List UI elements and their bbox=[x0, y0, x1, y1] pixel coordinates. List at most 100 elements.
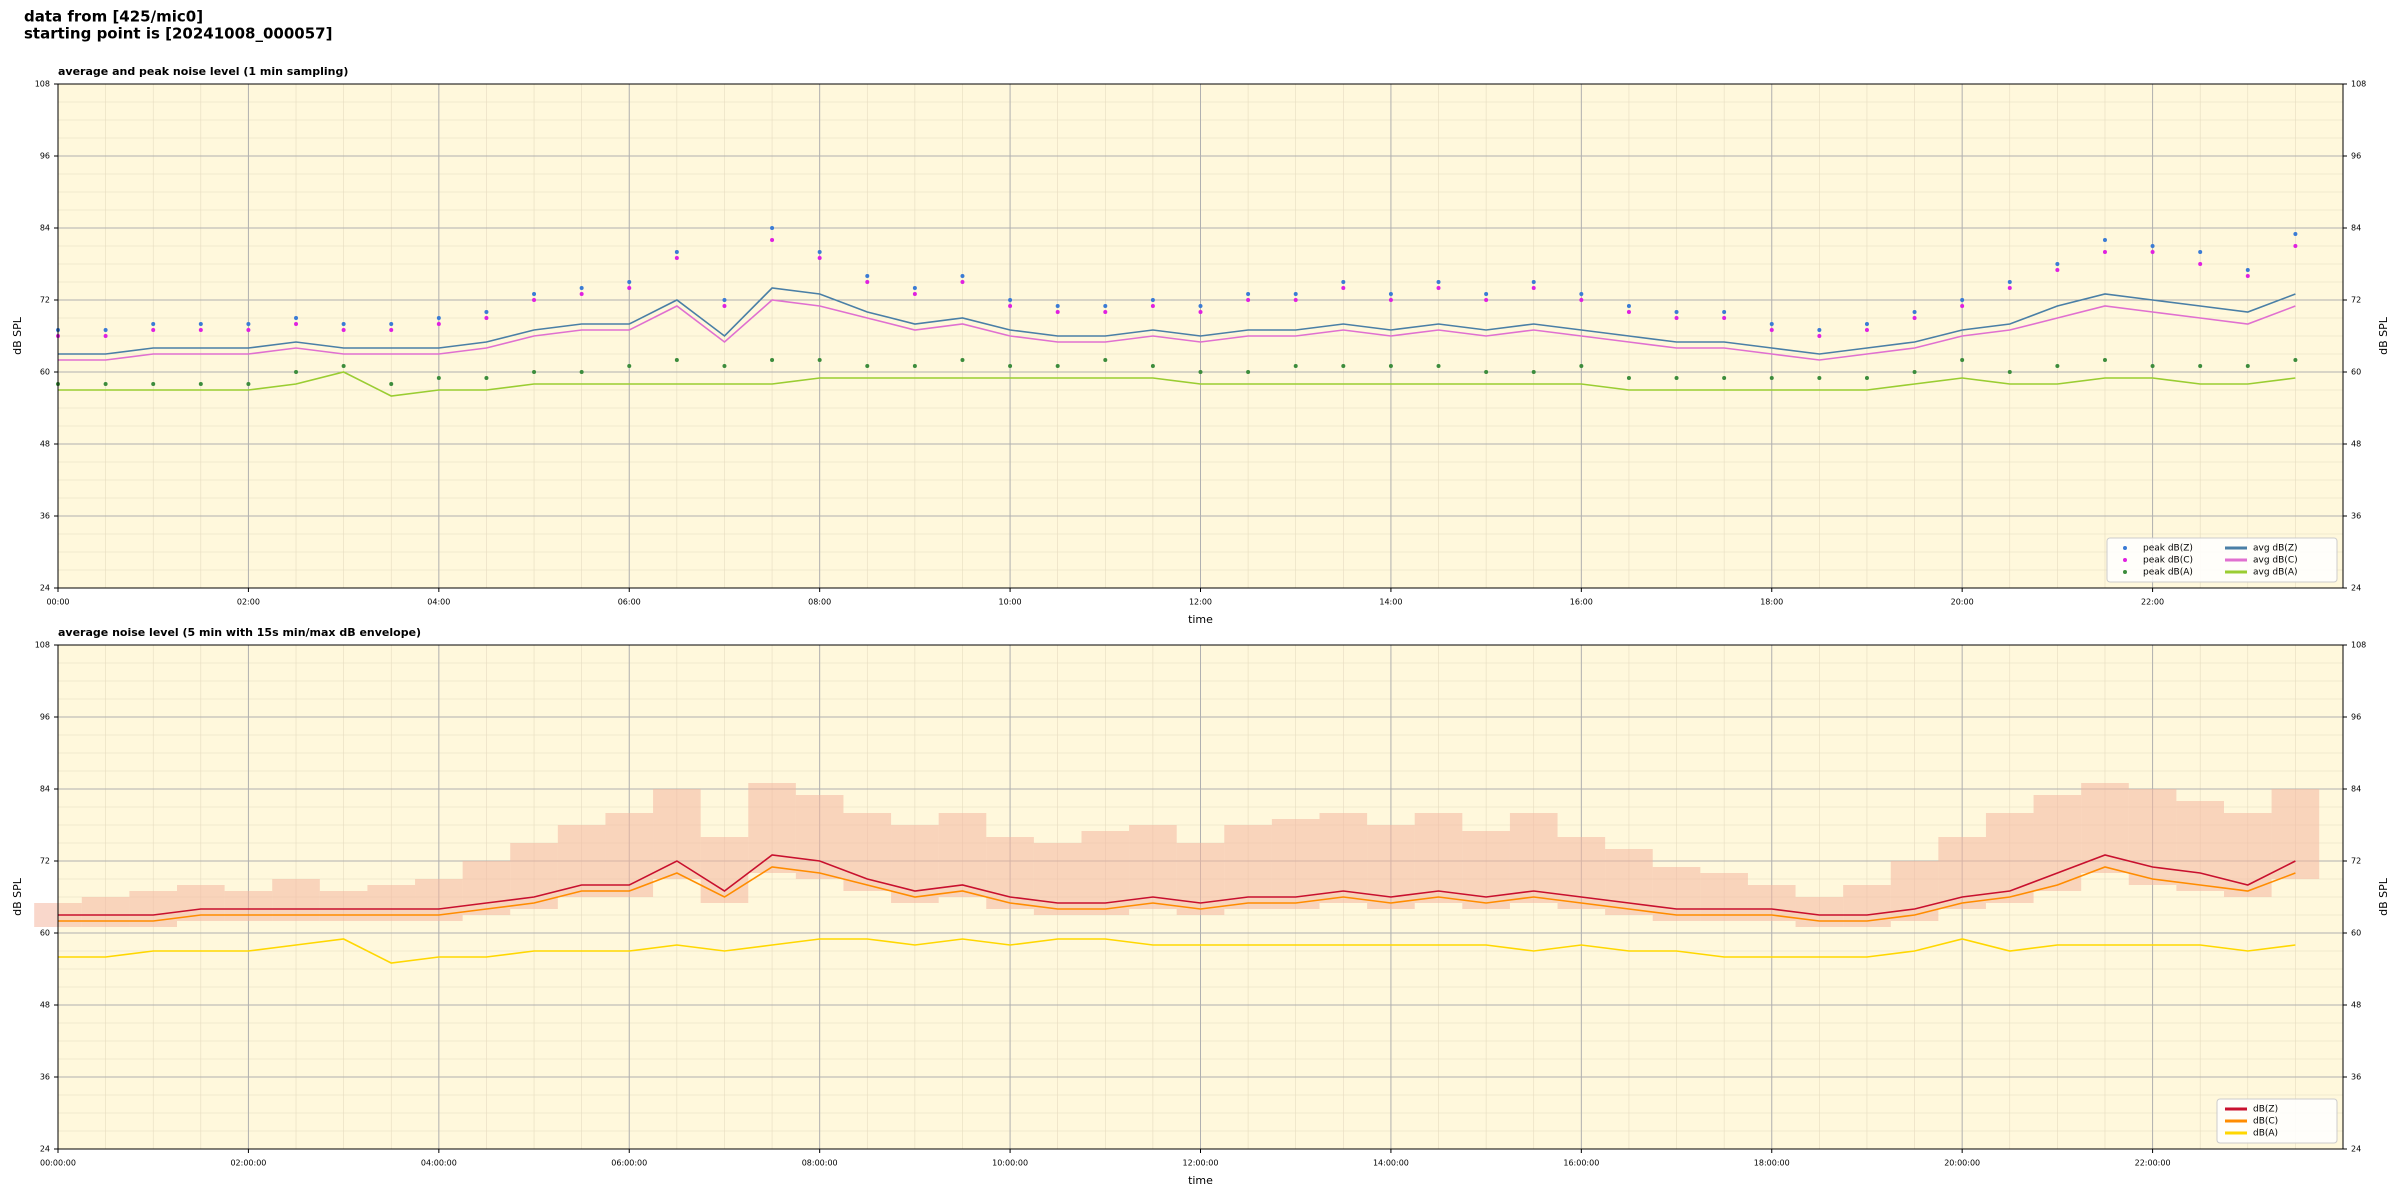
legend-label: peak dB(A) bbox=[2143, 568, 2193, 578]
peak-dot bbox=[1674, 310, 1679, 314]
peak-dot bbox=[484, 316, 489, 320]
peak-dot bbox=[2007, 286, 2012, 290]
peak-dot bbox=[1960, 304, 1965, 308]
peak-dot bbox=[2150, 250, 2155, 254]
x-tick-label: 18:00 bbox=[1760, 598, 1783, 607]
peak-dot bbox=[2198, 262, 2203, 266]
peak-dot bbox=[627, 286, 632, 290]
envelope bbox=[415, 879, 463, 921]
envelope bbox=[1938, 837, 1986, 909]
y2-tick-label: 72 bbox=[2351, 296, 2361, 305]
legend-marker bbox=[2123, 558, 2127, 562]
envelope bbox=[1890, 861, 1939, 921]
envelope bbox=[1462, 831, 1510, 909]
legend-marker bbox=[2123, 570, 2127, 574]
peak-dot bbox=[1436, 280, 1441, 284]
y-tick-label: 84 bbox=[40, 785, 50, 794]
peak-dot bbox=[1293, 364, 1298, 368]
peak-dot bbox=[2007, 370, 2012, 374]
peak-dot bbox=[1150, 364, 1155, 368]
peak-dot bbox=[246, 328, 251, 332]
peak-dot bbox=[1626, 310, 1631, 314]
peak-dot bbox=[1341, 280, 1346, 284]
peak-dot bbox=[2102, 238, 2107, 242]
x-tick-label: 08:00:00 bbox=[802, 1159, 838, 1168]
y2-tick-label: 48 bbox=[2351, 440, 2361, 449]
peak-dot bbox=[865, 274, 870, 278]
x-tick-label: 00:00 bbox=[46, 598, 69, 607]
x-axis-label: time bbox=[1188, 1174, 1213, 1187]
envelope bbox=[1129, 825, 1177, 909]
y2-tick-label: 84 bbox=[2351, 224, 2361, 233]
peak-dot bbox=[1531, 286, 1536, 290]
peak-dot bbox=[817, 256, 822, 260]
x-tick-label: 04:00:00 bbox=[421, 1159, 457, 1168]
peak-dot bbox=[341, 364, 346, 368]
x-tick-label: 02:00 bbox=[237, 598, 260, 607]
envelope bbox=[1176, 843, 1225, 915]
y2-tick-label: 72 bbox=[2351, 857, 2361, 866]
envelope bbox=[700, 837, 749, 903]
header-source: data from [425/mic0] bbox=[24, 8, 203, 26]
peak-dot bbox=[1008, 304, 1013, 308]
y-tick-label: 72 bbox=[40, 857, 50, 866]
peak-dot bbox=[389, 382, 394, 386]
peak-dot bbox=[436, 376, 441, 380]
x-tick-label: 02:00:00 bbox=[230, 1159, 266, 1168]
envelope bbox=[795, 795, 844, 879]
peak-dot bbox=[770, 238, 775, 242]
peak-dot bbox=[103, 328, 108, 332]
peak-dot bbox=[484, 376, 489, 380]
x-tick-label: 06:00 bbox=[618, 598, 641, 607]
peak-dot bbox=[674, 256, 679, 260]
x-tick-label: 00:00:00 bbox=[40, 1159, 76, 1168]
peak-dot bbox=[151, 382, 156, 386]
peak-dot bbox=[912, 286, 917, 290]
plot-frame bbox=[57, 644, 2344, 1150]
y-tick-label: 96 bbox=[40, 152, 50, 161]
envelope bbox=[1414, 813, 1463, 903]
peak-dot bbox=[627, 280, 632, 284]
legend-label: peak dB(Z) bbox=[2143, 544, 2193, 554]
envelope bbox=[2271, 789, 2320, 879]
x-axis-label: time bbox=[1188, 613, 1213, 626]
y2-tick-label: 84 bbox=[2351, 785, 2361, 794]
peak-dot bbox=[1484, 298, 1489, 302]
peak-dot bbox=[436, 316, 441, 320]
series-line bbox=[58, 866, 2296, 922]
peak-dot bbox=[579, 286, 584, 290]
envelope bbox=[1319, 813, 1368, 903]
peak-dot bbox=[1531, 280, 1536, 284]
peak-dot bbox=[1436, 286, 1441, 290]
x-tick-label: 14:00 bbox=[1379, 598, 1402, 607]
peak-dot bbox=[1817, 328, 1822, 332]
peak-dot bbox=[1817, 334, 1822, 338]
peak-dot bbox=[1198, 310, 1203, 314]
envelope bbox=[462, 861, 511, 915]
peak-dot bbox=[1531, 370, 1536, 374]
peak-dot bbox=[1579, 364, 1584, 368]
peak-dot bbox=[246, 322, 251, 326]
y-tick-label: 60 bbox=[40, 929, 50, 938]
peak-dot bbox=[484, 310, 489, 314]
series-line bbox=[58, 854, 2296, 916]
peak-dot bbox=[1864, 322, 1869, 326]
peak-dot bbox=[532, 298, 537, 302]
y-tick-label: 108 bbox=[35, 80, 50, 89]
series-line bbox=[58, 938, 2296, 964]
peak-dot bbox=[1008, 298, 1013, 302]
x-tick-label: 20:00 bbox=[1951, 598, 1974, 607]
x-tick-label: 08:00 bbox=[808, 598, 831, 607]
envelope bbox=[319, 891, 368, 921]
y2-tick-label: 36 bbox=[2351, 512, 2361, 521]
peak-dot bbox=[912, 364, 917, 368]
peak-dot bbox=[1055, 310, 1060, 314]
y2-tick-label: 48 bbox=[2351, 1001, 2361, 1010]
envelope bbox=[1985, 813, 2034, 903]
peak-dot bbox=[151, 328, 156, 332]
peak-dot bbox=[294, 316, 299, 320]
peak-dot bbox=[1198, 370, 1203, 374]
peak-dot bbox=[1912, 316, 1917, 320]
peak-dot bbox=[722, 298, 727, 302]
